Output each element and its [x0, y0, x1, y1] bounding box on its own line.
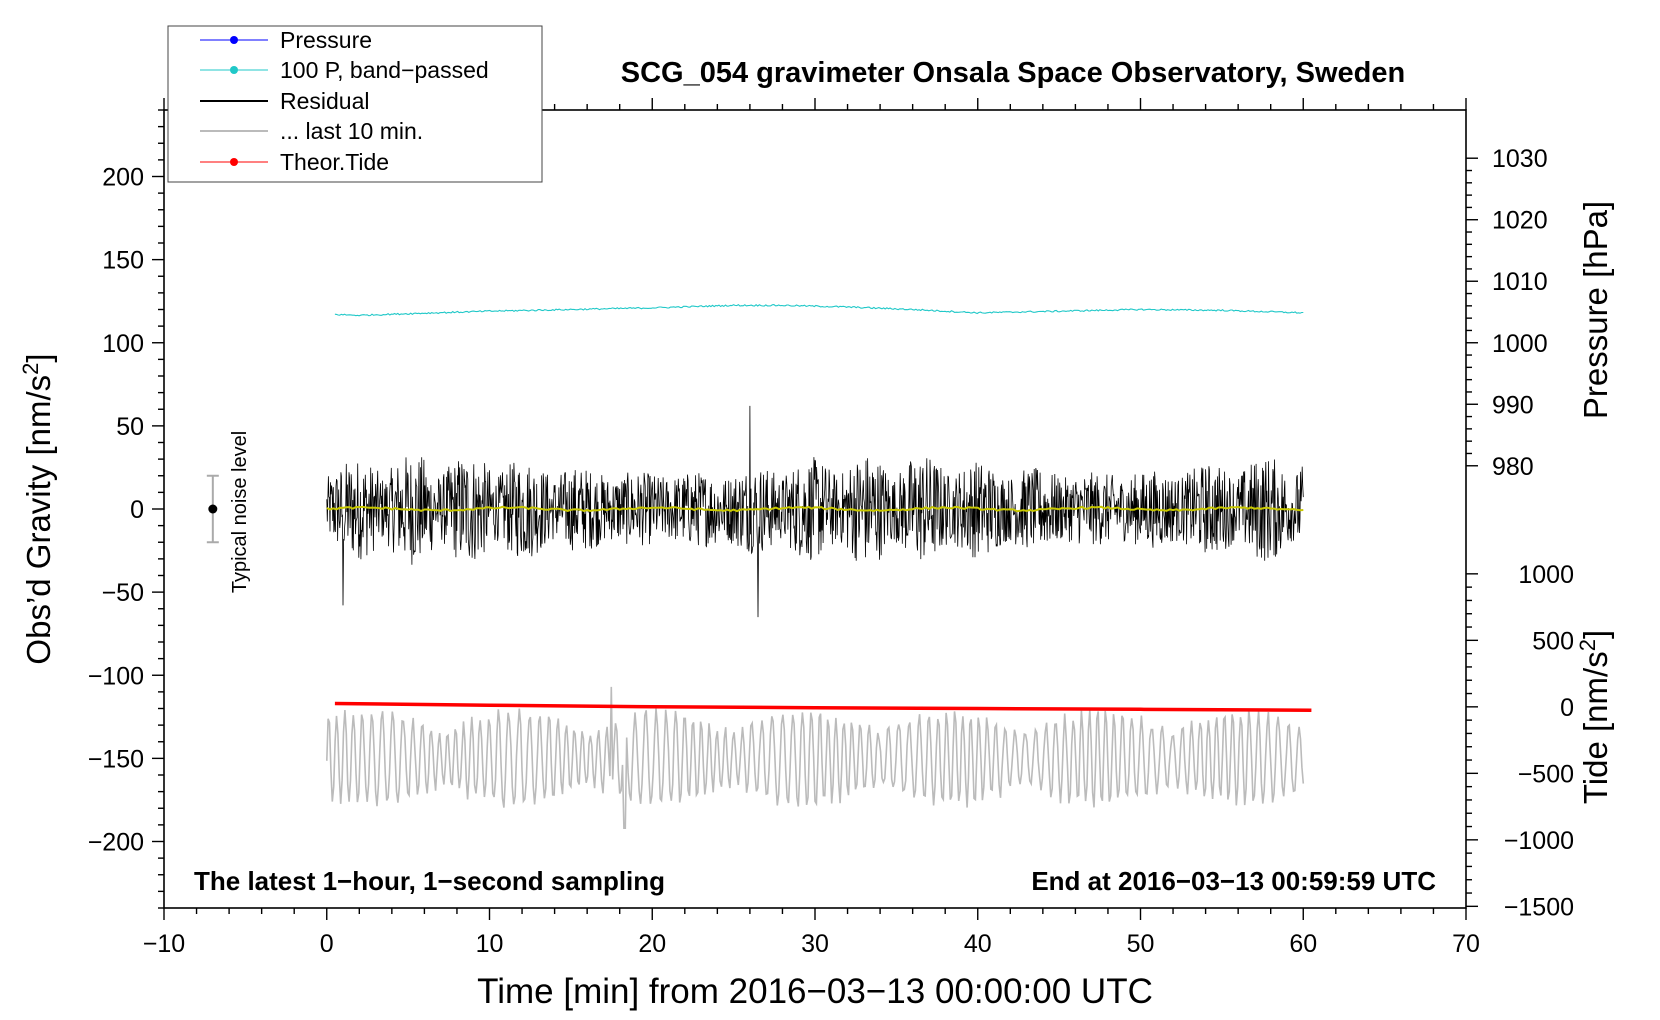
x-tick-label: 70	[1452, 930, 1480, 958]
noise-level-label: Typical noise level	[229, 431, 251, 593]
noise-bar-center	[208, 504, 218, 514]
noise-level-indicator	[206, 474, 219, 544]
y-right-axis: 1030 1020 1010 1000 990 980 1000 500 0 −500 −1000 −…	[1466, 145, 1574, 921]
legend-marker-bandpassed	[230, 66, 238, 74]
x-tick-label: 60	[1289, 930, 1317, 958]
bandpassed-pressure-line	[334, 303, 1304, 317]
tide-tick-label: −1500	[1504, 893, 1574, 921]
last-10-min-series	[326, 686, 1305, 829]
legend-label-pressure: Pressure	[280, 27, 372, 53]
x-tick-label: −10	[143, 930, 185, 958]
x-tick-label: 30	[801, 930, 829, 958]
y-left-tick-label: 50	[116, 413, 144, 441]
tide-tick-label: −1000	[1504, 827, 1574, 855]
smoothed-residual-line	[326, 505, 1304, 513]
x-tick-label: 40	[964, 930, 992, 958]
x-axis-label: Time [min] from 2016−03−13 00:00:00 UTC	[477, 972, 1153, 1011]
legend-box	[167, 25, 543, 183]
pressure-tick-label: 1030	[1492, 145, 1548, 173]
theoretical-tide-series	[334, 701, 1312, 712]
y-left-tick-label: 100	[102, 330, 144, 358]
legend-label-last-10-min: ... last 10 min.	[280, 118, 423, 144]
legend-entry-pressure: Pressure	[200, 27, 372, 53]
pressure-tick-label: 1000	[1492, 330, 1548, 358]
legend-entry-last-10-min: ... last 10 min.	[200, 118, 423, 144]
y-left-tick-label: 0	[130, 496, 144, 524]
legend-entry-residual: Residual	[200, 88, 370, 114]
legend-label-residual: Residual	[280, 88, 370, 114]
tide-tick-label: 1000	[1518, 561, 1574, 589]
legend: Pressure 100 P, band−passed Residual ...…	[167, 25, 543, 183]
chart-title: SCG_054 gravimeter Onsala Space Observat…	[621, 57, 1405, 89]
tide-tick-label: 0	[1560, 694, 1574, 722]
x-tick-label: 0	[320, 930, 334, 958]
pressure-bandpassed-series	[334, 303, 1304, 317]
x-tick-label: 50	[1127, 930, 1155, 958]
legend-label-theor-tide: Theor.Tide	[280, 149, 389, 175]
data-layer	[206, 303, 1312, 829]
axes: −10 0 10 20 30 40 50 60 70 200150100500−50−100−1…	[88, 98, 1574, 958]
y-left-tick-label: −100	[88, 662, 144, 690]
pressure-tick-label: 980	[1492, 453, 1534, 481]
residual-series	[326, 405, 1304, 618]
y-left-tick-label: 200	[102, 164, 144, 192]
y-left-tick-label: −50	[102, 579, 144, 607]
x-tick-label: 20	[638, 930, 666, 958]
y-left-tick-label: −150	[88, 745, 144, 773]
tide-tick-label: −500	[1518, 760, 1574, 788]
end-time-annotation: End at 2016−03−13 00:59:59 UTC	[1031, 866, 1436, 896]
residual-line	[326, 405, 1304, 618]
y-left-axis: 200 150 100 50 0 −50 −100 −150 −200	[88, 109, 164, 909]
tide-axis-label: Tide [nm/s2]	[1575, 630, 1615, 804]
tide-tick-label: 500	[1532, 627, 1574, 655]
x-tick-label: 10	[476, 930, 504, 958]
pressure-axis-label: Pressure [hPa]	[1577, 201, 1614, 419]
y-left-tick-label: 150	[102, 247, 144, 275]
legend-marker-theor-tide	[230, 158, 238, 166]
sampling-annotation: The latest 1−hour, 1−second sampling	[194, 866, 665, 896]
pressure-tick-label: 1020	[1492, 207, 1548, 235]
pressure-tick-label: 1010	[1492, 268, 1548, 296]
x-axis: −10 0 10 20 30 40 50 60 70	[143, 98, 1480, 958]
tide-line	[334, 701, 1312, 712]
y-left-axis-label: Obs’d Gravity [nm/s2]	[18, 353, 58, 664]
legend-entry-theor-tide: Theor.Tide	[200, 149, 389, 175]
legend-label-bandpassed: 100 P, band−passed	[280, 57, 489, 83]
legend-entry-bandpassed: 100 P, band−passed	[200, 57, 489, 83]
last-10-min-line	[326, 686, 1305, 829]
legend-marker-pressure	[230, 36, 238, 44]
y-left-tick-label: −200	[88, 829, 144, 857]
pressure-tick-label: 990	[1492, 391, 1534, 419]
residual-smoothed-series	[326, 505, 1304, 513]
